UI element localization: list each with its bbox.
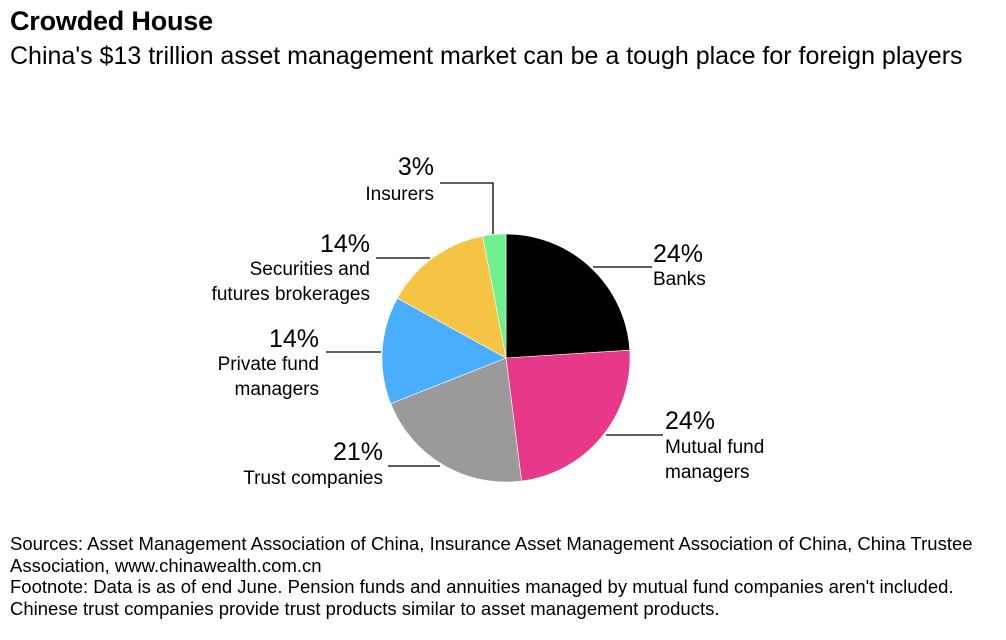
slice-category-label: Banks bbox=[653, 269, 706, 290]
pie-slice-mutual-fund-managers bbox=[505, 349, 631, 482]
slice-category-label: Trust companies bbox=[243, 468, 383, 489]
slice-category-label: Insurers bbox=[365, 184, 434, 205]
slice-category-label: Private fund bbox=[218, 354, 319, 375]
chart-subtitle: China's $13 trillion asset management ma… bbox=[10, 42, 963, 70]
leader-lines bbox=[326, 182, 663, 467]
slice-category-label: futures brokerages bbox=[212, 284, 370, 305]
chart-footer: Sources: Asset Management Association of… bbox=[10, 533, 1005, 619]
slice-category-label: Mutual fund bbox=[665, 437, 764, 458]
sources-note: Sources: Asset Management Association of… bbox=[10, 533, 973, 576]
slice-category-label: Securities and bbox=[250, 259, 370, 280]
pie-slice-trust-companies bbox=[390, 357, 522, 483]
slice-percent-label: 3% bbox=[398, 153, 434, 181]
slice-percent-label: 14% bbox=[320, 230, 370, 258]
pie-slice-private-fund-managers bbox=[381, 297, 507, 405]
pie-slice-insurers bbox=[482, 233, 507, 359]
chart-title: Crowded House bbox=[10, 6, 213, 36]
pie-slice-banks bbox=[505, 233, 631, 359]
pie-slices bbox=[381, 233, 631, 483]
slice-category-label: managers bbox=[235, 379, 320, 400]
slice-percent-label: 24% bbox=[653, 240, 703, 268]
slice-category-label: managers bbox=[665, 462, 750, 483]
slice-percent-label: 24% bbox=[665, 407, 715, 435]
footnote: Footnote: Data is as of end June. Pensio… bbox=[10, 576, 954, 619]
leader-line bbox=[440, 182, 494, 234]
slice-percent-label: 21% bbox=[333, 438, 383, 466]
slice-percent-label: 14% bbox=[269, 325, 319, 353]
pie-slice-securities-and-futures-brokerages bbox=[396, 235, 507, 359]
